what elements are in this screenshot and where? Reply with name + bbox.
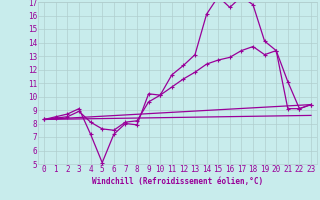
X-axis label: Windchill (Refroidissement éolien,°C): Windchill (Refroidissement éolien,°C) — [92, 177, 263, 186]
